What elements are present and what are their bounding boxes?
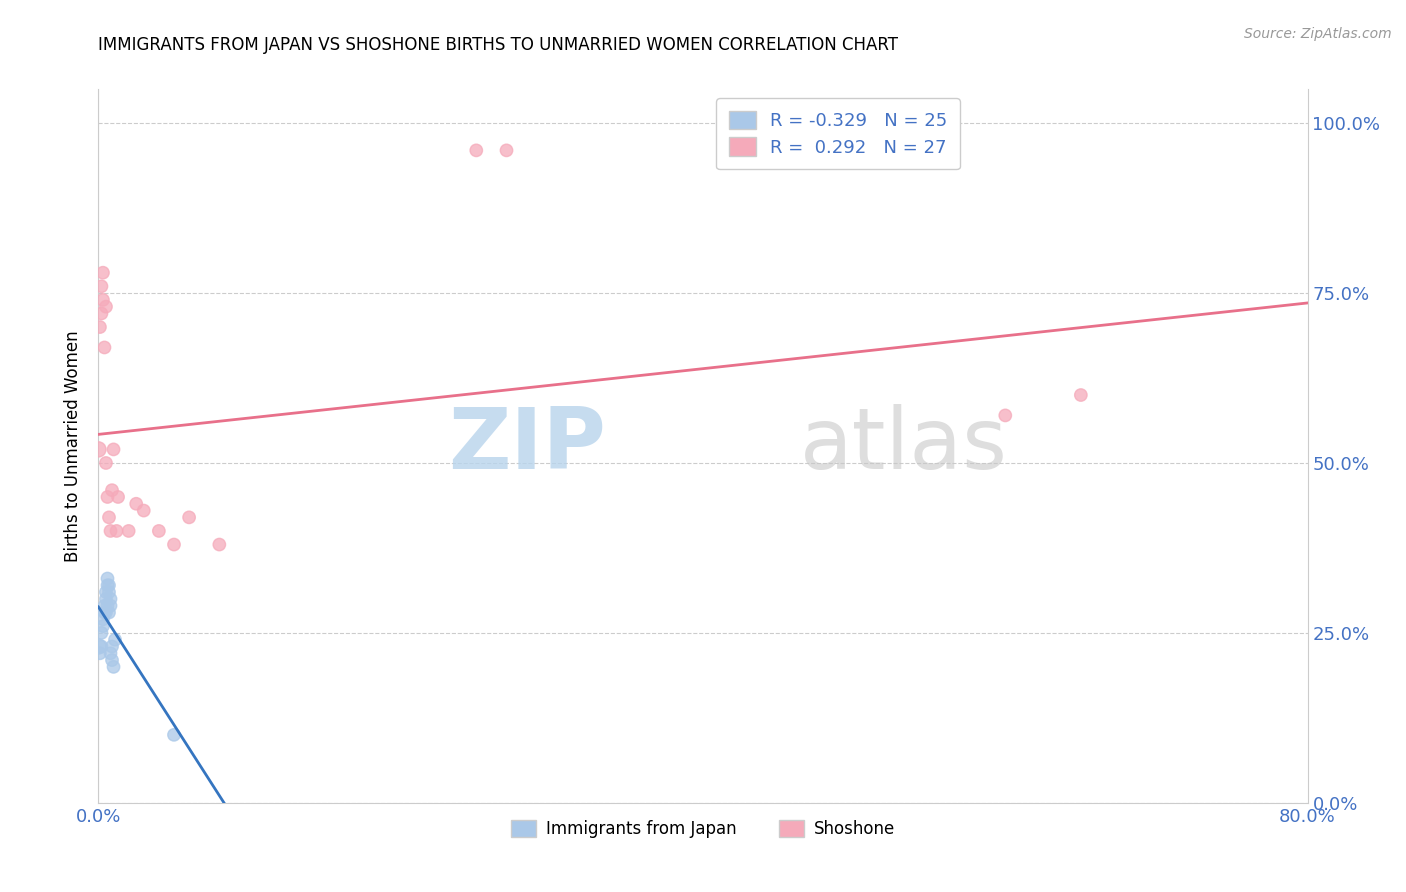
Point <box>91 619 114 633</box>
Y-axis label: Births to Unmarried Women: Births to Unmarried Women <box>65 330 83 562</box>
Point <box>91 266 114 280</box>
Point <box>87 640 110 654</box>
Point <box>98 510 121 524</box>
Point <box>91 293 114 307</box>
Point <box>96 578 118 592</box>
Point <box>104 632 127 647</box>
Point <box>96 599 118 613</box>
Text: atlas: atlas <box>800 404 1008 488</box>
Point <box>208 537 231 551</box>
Point <box>89 646 111 660</box>
Point <box>101 640 124 654</box>
Point <box>994 409 1017 423</box>
Text: ZIP: ZIP <box>449 404 606 488</box>
Point <box>93 606 115 620</box>
Point <box>94 456 117 470</box>
Point <box>98 606 121 620</box>
Point <box>100 524 122 538</box>
Point <box>96 490 118 504</box>
Point <box>101 483 124 498</box>
Point <box>96 572 118 586</box>
Point <box>94 606 117 620</box>
Legend: Immigrants from Japan, Shoshone: Immigrants from Japan, Shoshone <box>505 813 901 845</box>
Point <box>118 524 141 538</box>
Point <box>90 279 112 293</box>
Point <box>100 591 122 606</box>
Point <box>105 524 128 538</box>
Point <box>107 490 129 504</box>
Point <box>90 306 112 320</box>
Point <box>495 144 517 158</box>
Text: IMMIGRANTS FROM JAPAN VS SHOSHONE BIRTHS TO UNMARRIED WOMEN CORRELATION CHART: IMMIGRANTS FROM JAPAN VS SHOSHONE BIRTHS… <box>98 36 898 54</box>
Point <box>148 524 170 538</box>
Point <box>465 144 488 158</box>
Point <box>100 646 122 660</box>
Point <box>91 612 114 626</box>
Point <box>101 653 124 667</box>
Point <box>179 510 201 524</box>
Point <box>98 585 121 599</box>
Point <box>132 503 155 517</box>
Point <box>163 537 186 551</box>
Point <box>98 578 121 592</box>
Point <box>94 591 117 606</box>
Point <box>90 626 112 640</box>
Point <box>94 585 117 599</box>
Point <box>125 497 148 511</box>
Point <box>89 320 111 334</box>
Point <box>103 660 125 674</box>
Point <box>87 442 110 457</box>
Point <box>90 640 112 654</box>
Point <box>103 442 125 457</box>
Point <box>93 599 115 613</box>
Point <box>94 300 117 314</box>
Point <box>93 341 115 355</box>
Text: Source: ZipAtlas.com: Source: ZipAtlas.com <box>1244 27 1392 41</box>
Point <box>1070 388 1092 402</box>
Point <box>100 599 122 613</box>
Point <box>163 728 186 742</box>
